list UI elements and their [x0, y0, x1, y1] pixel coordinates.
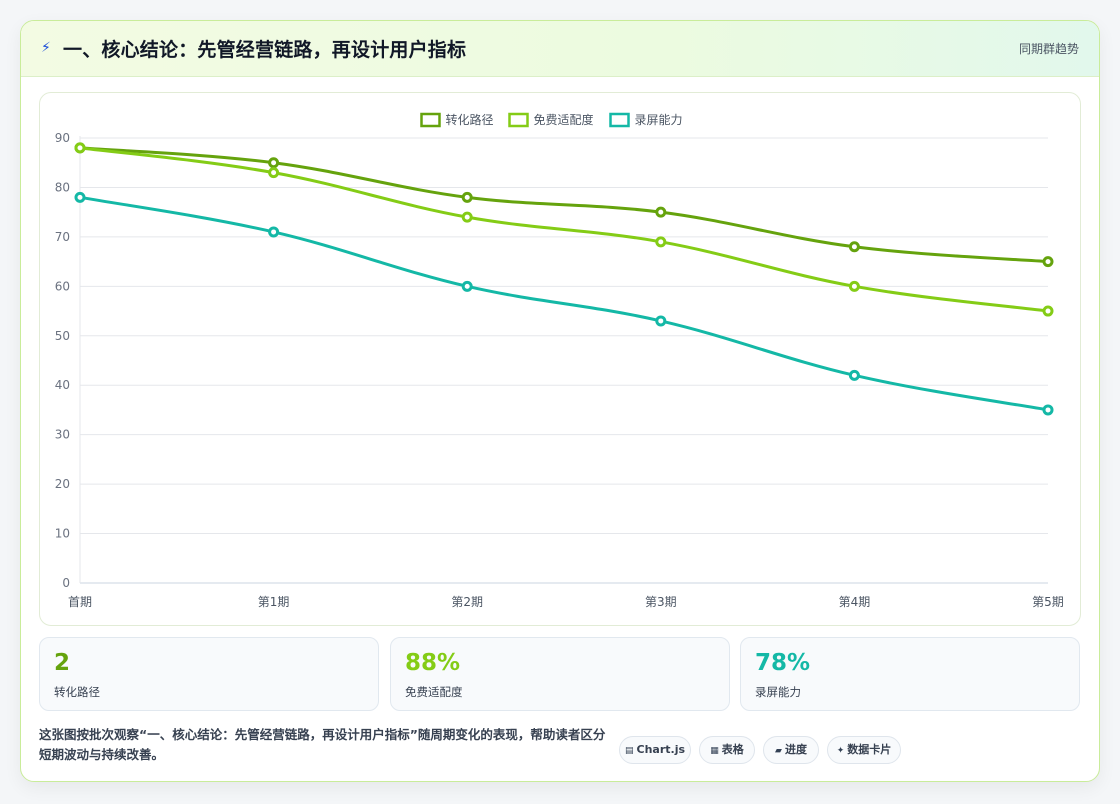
- data-point: [1042, 305, 1054, 317]
- legend-swatch: [609, 112, 630, 128]
- stat-value: 2: [54, 650, 71, 676]
- data-point: [655, 206, 667, 218]
- sparkle-icon: ✦: [836, 746, 845, 756]
- data-point: [461, 191, 473, 203]
- legend-label: 免费适配度: [534, 112, 594, 127]
- data-point: [848, 280, 860, 292]
- y-tick-label: 60: [55, 279, 70, 293]
- data-point: [268, 157, 280, 169]
- y-tick-label: 40: [55, 378, 70, 392]
- chart-icon: ▤: [624, 746, 634, 756]
- lightning-icon: ⚡: [41, 40, 51, 56]
- pill-label: 进度: [784, 743, 807, 756]
- y-tick-label: 30: [55, 428, 70, 442]
- data-point: [268, 167, 280, 179]
- chart-description: 这张图按批次观察“一、核心结论：先管经营链路，再设计用户指标”随周期变化的表现，…: [39, 727, 606, 762]
- y-tick-label: 10: [55, 527, 70, 541]
- y-tick-label: 20: [55, 477, 70, 491]
- line-chart: 0 10 20 30 40 50 60 70 80 90 首期 第1期 第2期 第3期 第4期 第5期 转化路径…: [55, 112, 1064, 609]
- legend-swatch: [508, 112, 529, 128]
- y-tick-label: 50: [55, 329, 70, 343]
- pill-progress[interactable]: ▰ 进度: [763, 736, 819, 764]
- table-icon: ▦: [710, 746, 719, 756]
- pill-table[interactable]: ▦ 表格: [699, 736, 755, 764]
- data-point: [1042, 256, 1054, 268]
- y-tick-label: 90: [55, 131, 70, 145]
- x-tick-label: 第4期: [839, 595, 871, 609]
- x-tick-label: 第3期: [645, 595, 677, 609]
- pill-label: 表格: [721, 743, 744, 756]
- data-point: [268, 226, 280, 238]
- x-tick-label: 第2期: [451, 595, 483, 609]
- data-point: [848, 369, 860, 381]
- legend-label: 录屏能力: [635, 113, 683, 127]
- stat-value: 88%: [405, 650, 461, 676]
- stat-label: 转化路径: [54, 685, 100, 699]
- legend-label: 转化路径: [446, 112, 494, 127]
- page-title: 一、核心结论：先管经营链路，再设计用户指标: [63, 39, 467, 61]
- cohort-trend-link[interactable]: 同期群趋势: [1018, 42, 1079, 56]
- y-tick-label: 70: [55, 230, 70, 244]
- report-card: ⚡ 一、核心结论：先管经营链路，再设计用户指标 同期群趋势 0 10 20 30 40 5…: [20, 20, 1100, 782]
- stat-label: 免费适配度: [405, 685, 463, 699]
- stat-label: 录屏能力: [755, 685, 801, 699]
- data-point: [74, 191, 86, 203]
- x-tick-label: 第5期: [1032, 595, 1064, 609]
- pill-label: Chart.js: [636, 743, 686, 756]
- card-header: ⚡ 一、核心结论：先管经营链路，再设计用户指标 同期群趋势: [21, 21, 1099, 77]
- data-point: [655, 315, 667, 327]
- data-point: [848, 241, 860, 253]
- series-line-1: [78, 146, 1050, 264]
- y-tick-label: 80: [55, 180, 70, 194]
- x-tick-label: 第1期: [258, 595, 290, 609]
- pill-data-card[interactable]: ✦ 数据卡片: [827, 736, 901, 764]
- progress-icon: ▰: [775, 746, 782, 756]
- pill-label: 数据卡片: [847, 743, 892, 756]
- stat-card-free-fit: 88% 免费适配度: [390, 637, 730, 711]
- data-point: [655, 236, 667, 248]
- data-point: [1042, 404, 1054, 416]
- data-point: [74, 142, 86, 154]
- data-point: [461, 211, 473, 223]
- series-line-2: [78, 146, 1050, 313]
- stat-card-recording: 78% 录屏能力: [740, 637, 1080, 711]
- series-line-3: [78, 195, 1050, 412]
- data-point: [461, 280, 473, 292]
- chart-panel: 0 10 20 30 40 50 60 70 80 90 首期 第1期 第2期 第3期 第4期 第5期 转化路径…: [39, 92, 1081, 626]
- y-tick-label: 0: [62, 576, 70, 590]
- stat-value: 78%: [755, 650, 811, 676]
- legend-swatch: [420, 112, 441, 128]
- x-tick-label: 首期: [68, 595, 92, 609]
- stat-card-conversion: 2 转化路径: [39, 637, 379, 711]
- pill-chartjs[interactable]: ▤ Chart.js: [619, 736, 691, 764]
